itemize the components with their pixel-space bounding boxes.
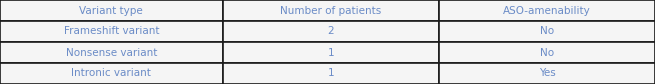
Text: Number of patients: Number of patients: [280, 5, 381, 16]
Text: Variant type: Variant type: [79, 5, 143, 16]
Text: 2: 2: [328, 26, 334, 37]
Bar: [439, 63, 655, 84]
Bar: [0, 21, 223, 42]
Text: No: No: [540, 26, 554, 37]
Bar: [0, 63, 223, 84]
Bar: [0, 0, 223, 21]
Text: ASO-amenability: ASO-amenability: [503, 5, 591, 16]
Bar: [223, 21, 439, 42]
Text: No: No: [540, 47, 554, 58]
Bar: [0, 42, 223, 63]
Bar: [223, 42, 439, 63]
Text: 1: 1: [328, 68, 334, 79]
Text: 1: 1: [328, 47, 334, 58]
Bar: [223, 0, 439, 21]
Text: Nonsense variant: Nonsense variant: [66, 47, 157, 58]
Bar: [439, 21, 655, 42]
Text: Intronic variant: Intronic variant: [71, 68, 151, 79]
Text: Yes: Yes: [538, 68, 555, 79]
Bar: [439, 42, 655, 63]
Text: Frameshift variant: Frameshift variant: [64, 26, 159, 37]
Bar: [223, 63, 439, 84]
Bar: [439, 0, 655, 21]
